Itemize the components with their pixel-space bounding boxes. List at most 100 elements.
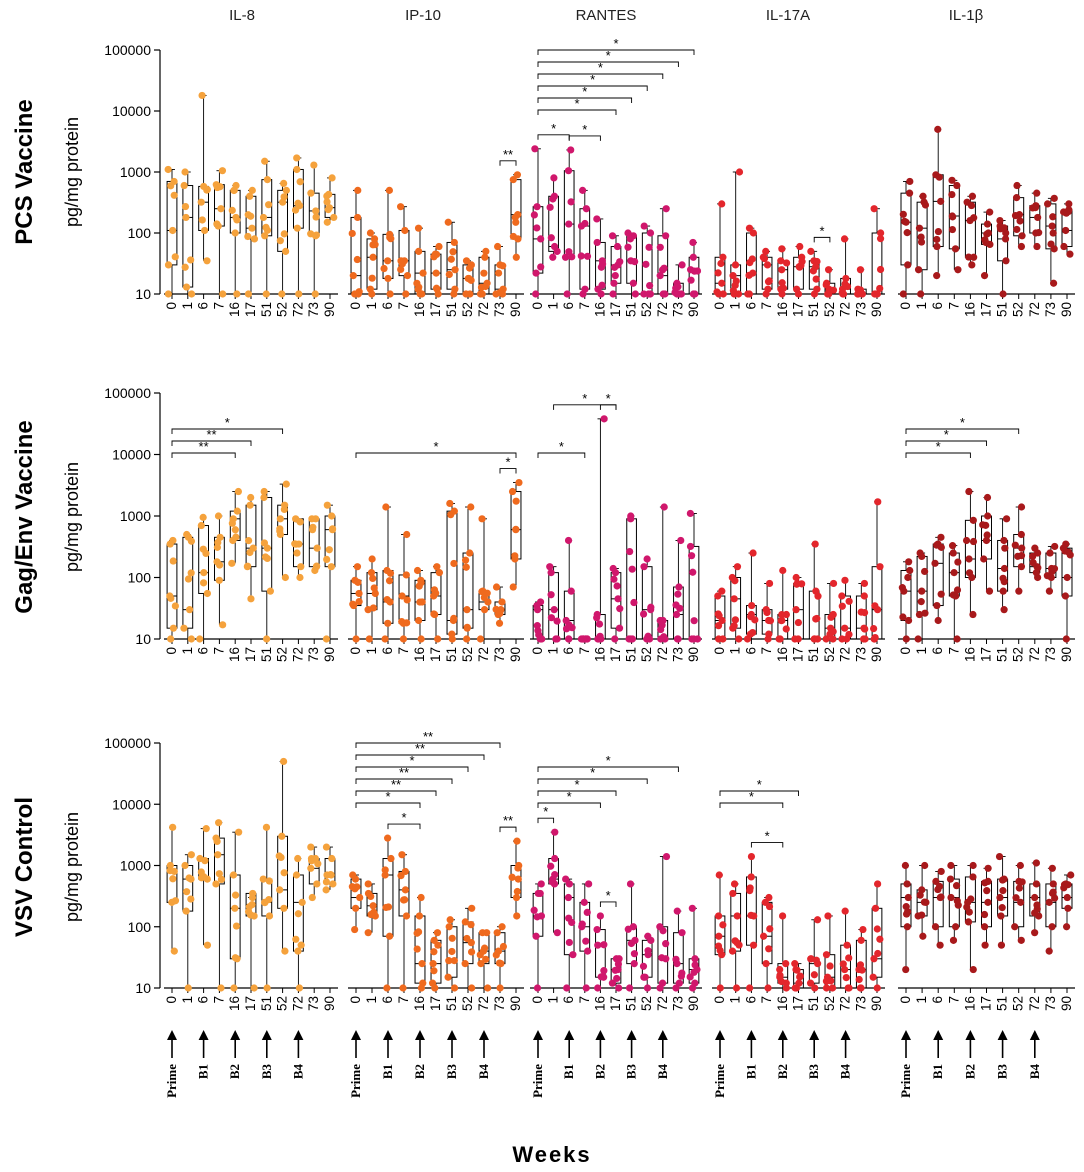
data-point (970, 214, 978, 222)
x-tick-label: 1 (914, 302, 929, 310)
data-point (397, 203, 405, 211)
x-tick-label: 16 (412, 996, 427, 1011)
data-point (1000, 536, 1008, 545)
significance-label: * (505, 455, 510, 470)
data-point (197, 874, 206, 882)
data-point (232, 922, 241, 930)
significance-label: ** (391, 777, 401, 792)
significance-label: * (582, 122, 587, 137)
y-tick-label: 10 (135, 980, 151, 996)
data-point (766, 617, 775, 625)
data-point (1034, 213, 1042, 222)
x-tick-label: 6 (561, 647, 576, 655)
x-tick-label: 0 (348, 302, 363, 310)
data-point (751, 616, 759, 624)
data-point (903, 229, 911, 237)
data-point (1016, 217, 1024, 225)
data-point (182, 283, 191, 291)
data-point (369, 902, 377, 910)
data-point (1033, 901, 1041, 909)
schedule-label: B2 (775, 1064, 790, 1079)
data-point (733, 912, 741, 920)
significance-bracket (719, 802, 784, 808)
data-point (937, 197, 945, 205)
data-point (968, 261, 976, 269)
schedule-item: B4 (838, 1030, 853, 1079)
data-point (199, 579, 208, 587)
data-point (512, 253, 520, 261)
data-point (499, 942, 508, 951)
data-point (765, 945, 773, 953)
data-point (967, 895, 975, 903)
data-point (569, 951, 577, 959)
schedule-item: B1 (196, 1030, 211, 1079)
data-point (532, 269, 540, 277)
data-point (672, 955, 680, 963)
data-point (917, 233, 925, 241)
data-point (450, 559, 458, 568)
data-point (323, 218, 331, 226)
data-point (433, 563, 441, 571)
data-point (838, 635, 846, 643)
data-point (841, 576, 849, 584)
data-point (616, 258, 624, 266)
data-point (841, 907, 849, 915)
box (182, 536, 194, 629)
data-point (509, 232, 517, 241)
data-point (265, 877, 273, 885)
data-point (899, 613, 907, 621)
data-point (308, 893, 316, 902)
data-point (180, 624, 188, 632)
header-rantes: RANTES (576, 7, 637, 24)
data-point (965, 569, 974, 577)
data-point (282, 247, 290, 255)
x-tick-label: 51 (259, 302, 274, 317)
data-point (553, 929, 561, 937)
data-point (297, 563, 305, 571)
data-point (435, 569, 444, 577)
x-tick-label: 6 (930, 996, 945, 1004)
data-point (678, 929, 686, 937)
data-point (625, 635, 633, 643)
x-tick-label: 7 (577, 647, 592, 655)
data-point (656, 272, 664, 280)
data-point (714, 912, 723, 920)
data-point (398, 617, 406, 626)
data-point (1047, 240, 1055, 248)
data-point (1012, 194, 1021, 202)
data-point (916, 891, 924, 899)
row-title-vsv: VSV Control (11, 797, 38, 937)
data-point (1062, 923, 1071, 931)
data-point (415, 912, 424, 920)
up-arrow-icon (1029, 1030, 1040, 1040)
x-tick-label: 17 (428, 647, 443, 662)
data-point (934, 227, 943, 236)
box (166, 543, 178, 629)
significance-bracket (537, 802, 601, 808)
data-point (1011, 923, 1019, 931)
data-point (729, 889, 737, 898)
x-tick-label: 90 (686, 302, 701, 317)
data-point (282, 186, 290, 194)
data-point (563, 290, 571, 298)
data-point (947, 893, 955, 902)
x-tick-label: 90 (508, 302, 523, 317)
data-point (567, 146, 575, 154)
x-tick-label: 7 (946, 996, 961, 1004)
data-point (715, 612, 723, 620)
data-point (313, 544, 321, 552)
data-point (579, 635, 587, 643)
data-point (476, 951, 484, 959)
significance-label: * (757, 777, 762, 792)
data-point (714, 622, 723, 630)
data-point (921, 861, 929, 870)
schedule-item: B3 (806, 1030, 821, 1079)
data-point (1017, 530, 1025, 539)
data-point (791, 960, 799, 968)
x-tick-label: 72 (655, 302, 670, 317)
data-point (1050, 565, 1059, 573)
x-tick-label: 17 (608, 647, 623, 662)
data-point (219, 290, 227, 298)
data-point (640, 563, 648, 571)
data-point (1031, 893, 1039, 902)
